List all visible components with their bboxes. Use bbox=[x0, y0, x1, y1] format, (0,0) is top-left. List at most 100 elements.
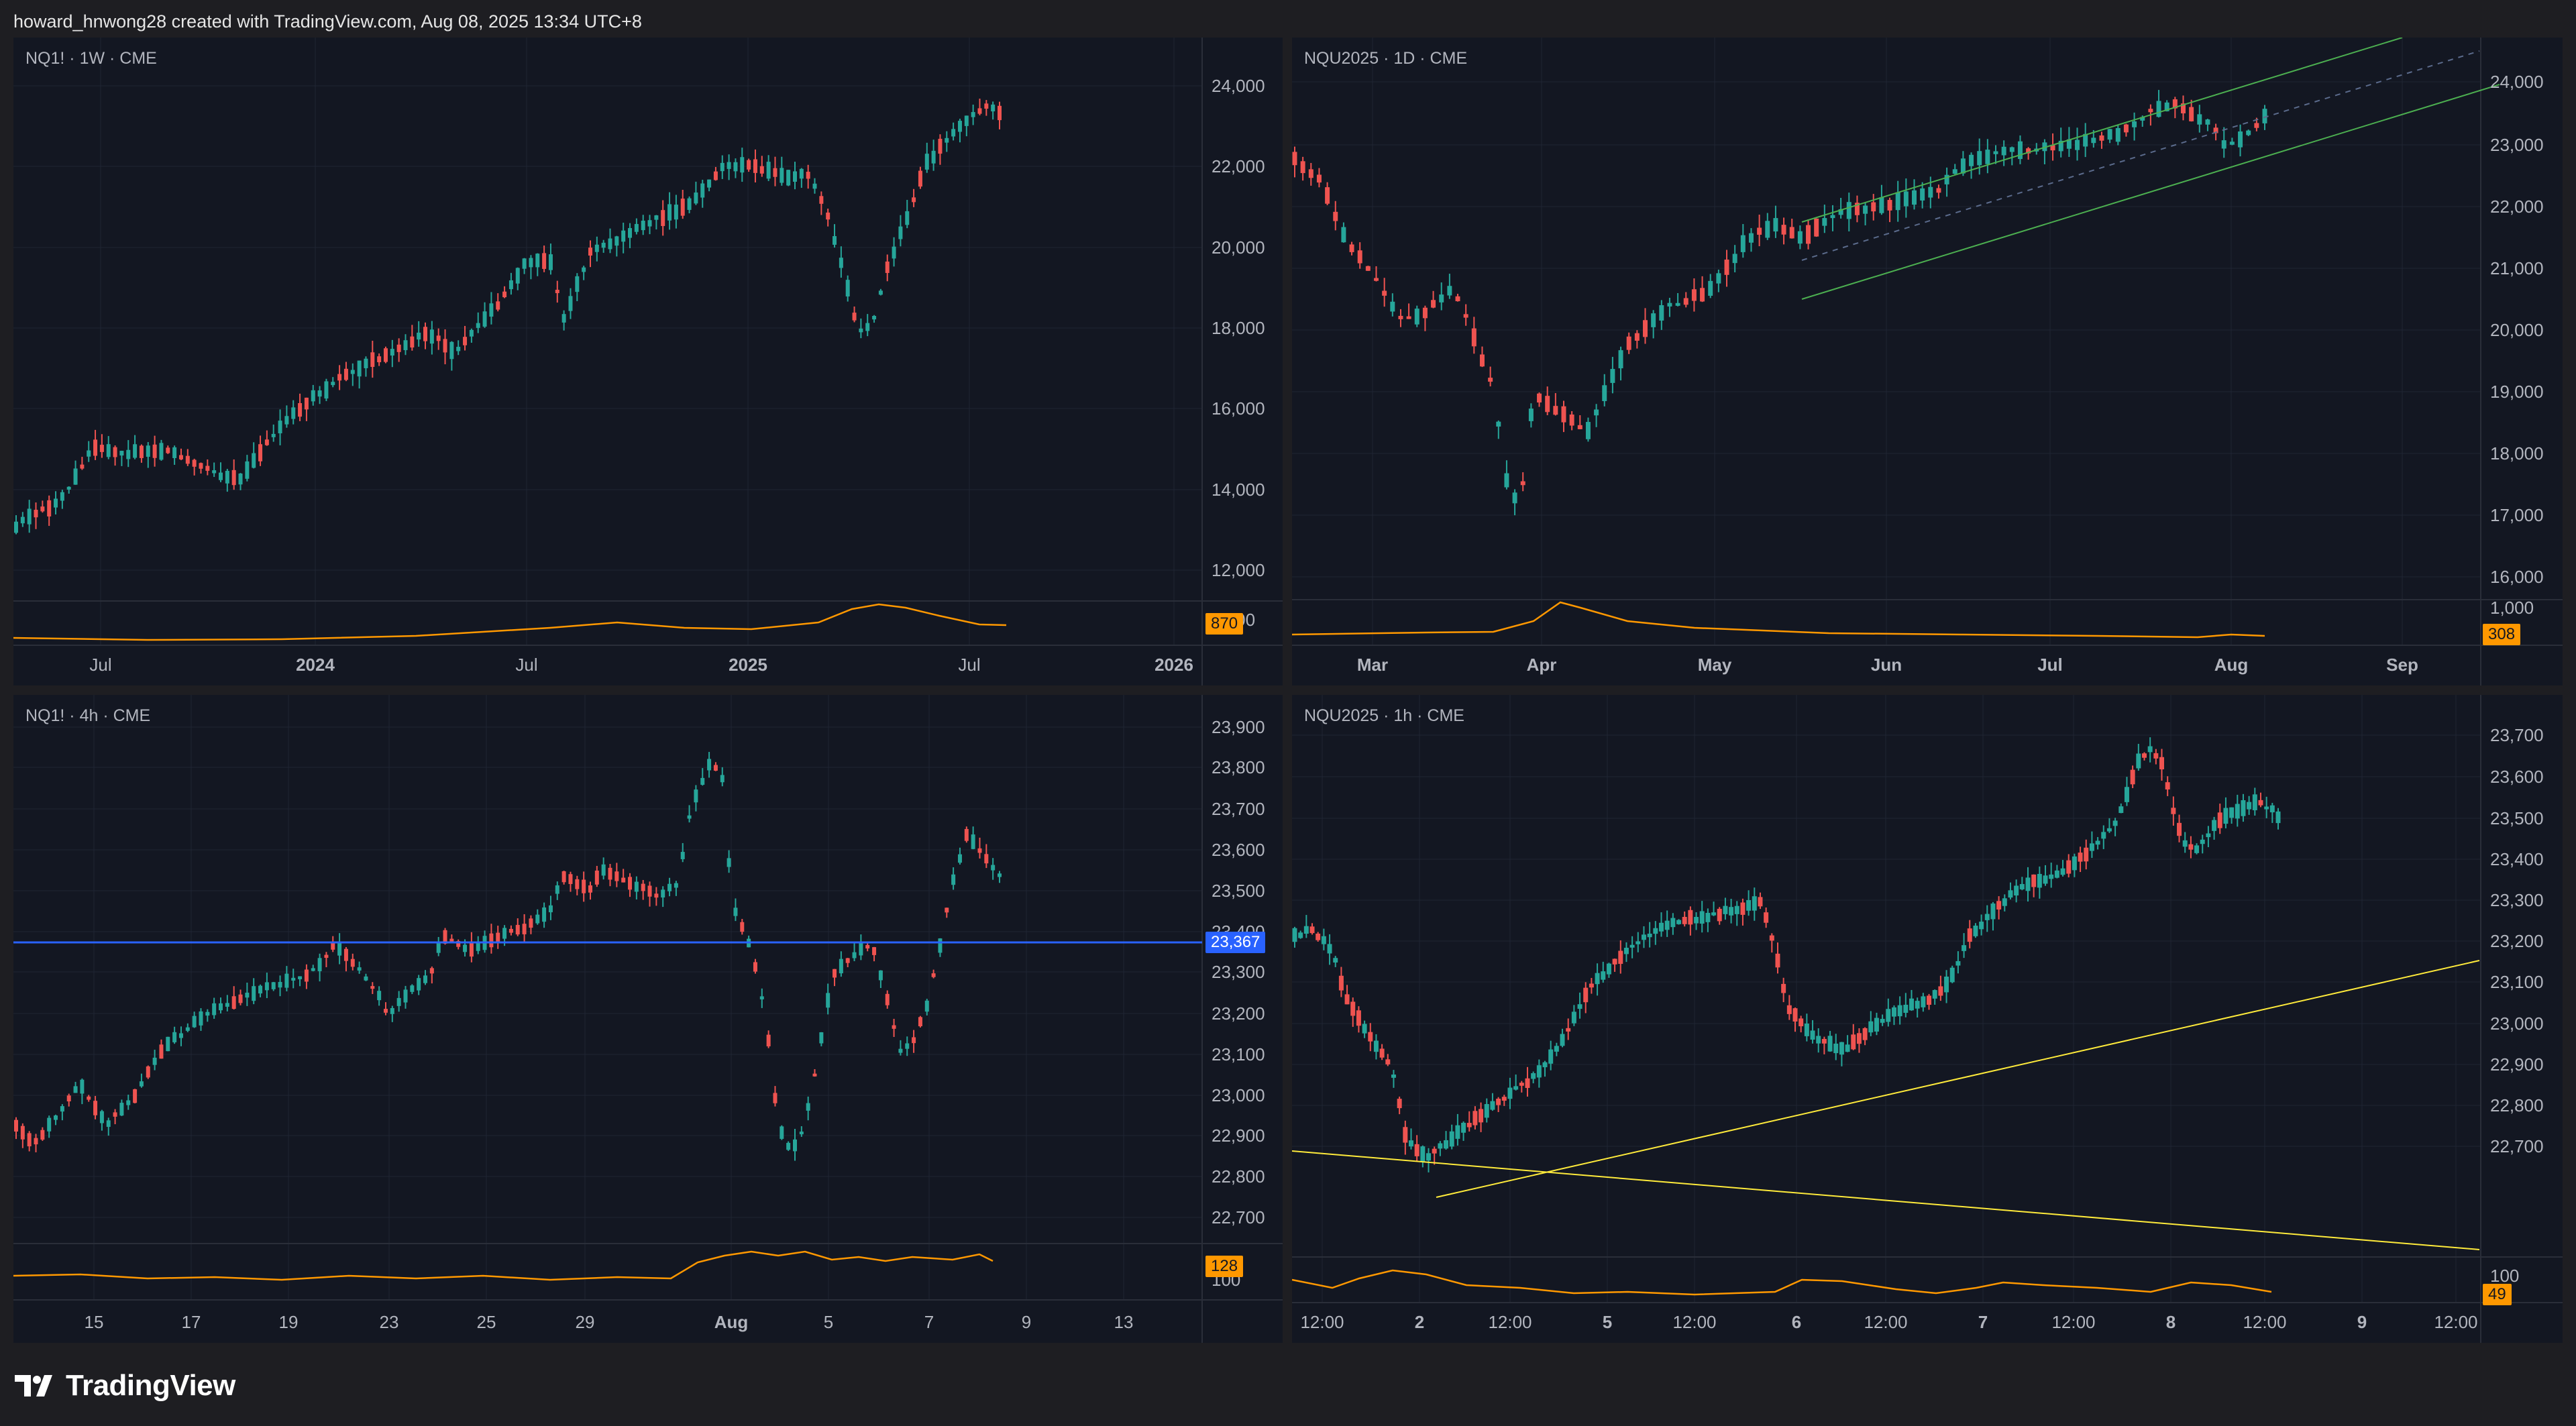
candle-body bbox=[133, 444, 138, 458]
chart-pane-nqu2025-1h[interactable]: 23,700 23,600 23,500 23,400 23,300 23,200 23,1… bbox=[1292, 695, 2563, 1343]
time-axis-label: 25 bbox=[477, 1312, 496, 1332]
candle-body bbox=[661, 889, 665, 898]
candle-body bbox=[27, 508, 32, 525]
candle-body bbox=[1629, 944, 1635, 948]
candle-body bbox=[1382, 290, 1387, 296]
candle-body bbox=[231, 996, 236, 1009]
candle-body bbox=[1561, 406, 1566, 423]
chart-canvas[interactable]: 23,90023,80023,70023,60023,50023,40023,3… bbox=[13, 695, 1283, 1343]
candle-body bbox=[2235, 804, 2240, 819]
candle-body bbox=[396, 997, 401, 1006]
chart-pane-nqu2025-daily[interactable]: 24,000 23,000 22,000 21,000 20,000 19,000 18,0… bbox=[1292, 38, 2563, 685]
candle-body bbox=[1488, 378, 1493, 382]
candle-body bbox=[185, 1027, 190, 1031]
candle-body bbox=[1595, 973, 1600, 985]
candle-body bbox=[2141, 753, 2147, 758]
candle-body bbox=[687, 815, 692, 819]
tradingview-logo[interactable]: TradingView bbox=[15, 1366, 235, 1406]
time-axis-label: 12:00 bbox=[2051, 1312, 2095, 1332]
time-axis-label: 15 bbox=[85, 1312, 104, 1332]
candle-body bbox=[535, 914, 540, 924]
candle-body bbox=[654, 893, 659, 898]
candle-body bbox=[133, 1089, 138, 1103]
candle-body bbox=[436, 335, 441, 341]
candle-body bbox=[1700, 288, 1705, 302]
candle-body bbox=[219, 1003, 223, 1011]
candle-body bbox=[258, 985, 263, 994]
candle-body bbox=[489, 933, 494, 948]
candle-body bbox=[812, 183, 817, 189]
candle-body bbox=[40, 506, 45, 512]
candle-body bbox=[2136, 753, 2141, 769]
candle-body bbox=[2238, 131, 2243, 148]
candle-body bbox=[27, 1133, 32, 1147]
price-axis-label: 23,500 bbox=[2490, 808, 2544, 828]
candle-body bbox=[2123, 124, 2129, 133]
candle-body bbox=[1602, 385, 1607, 402]
price-axis-label: 23,600 bbox=[1212, 840, 1265, 860]
candle-body bbox=[1936, 188, 1941, 193]
candle-body bbox=[377, 356, 382, 363]
candle-body bbox=[991, 104, 996, 112]
candle-body bbox=[892, 1025, 896, 1029]
candle-body bbox=[792, 1139, 797, 1152]
candle-body bbox=[1699, 911, 1705, 924]
candle-body bbox=[1955, 961, 1961, 966]
candle-body bbox=[212, 1003, 217, 1016]
candle-body bbox=[2124, 787, 2129, 802]
chart-pane-nq1-weekly[interactable]: 24,000 22,000 20,000 18,000 16,000 14,000 12,0… bbox=[13, 38, 1283, 685]
chart-canvas[interactable]: 24,000 22,000 20,000 18,000 16,000 14,000 12,0… bbox=[13, 38, 1283, 685]
candle-body bbox=[271, 982, 276, 989]
candle-body bbox=[324, 381, 329, 399]
candle-body bbox=[205, 465, 210, 471]
candle-body bbox=[759, 166, 764, 174]
candle-body bbox=[957, 854, 962, 863]
candle-body bbox=[1740, 235, 1746, 252]
candle-body bbox=[390, 349, 394, 356]
candle-body bbox=[364, 976, 368, 981]
candle-body bbox=[647, 220, 652, 227]
candle-body bbox=[1333, 958, 1338, 963]
candle-body bbox=[892, 246, 896, 259]
candle-body bbox=[740, 922, 745, 932]
candle-body bbox=[522, 924, 527, 934]
candle-body bbox=[317, 390, 322, 397]
symbol-label[interactable]: NQ1! · 1W · CME bbox=[25, 49, 157, 68]
candle-body bbox=[1682, 916, 1687, 924]
candle-body bbox=[423, 975, 428, 983]
candle-body bbox=[964, 828, 969, 841]
price-axis-label: 21,000 bbox=[2490, 258, 2544, 278]
time-axis-label: Jun bbox=[1871, 655, 1902, 675]
candle-body bbox=[152, 444, 157, 458]
symbol-label[interactable]: NQU2025 · 1D · CME bbox=[1304, 49, 1468, 68]
candle-body bbox=[350, 958, 355, 967]
candle-body bbox=[2002, 898, 2007, 906]
price-axis-label: 23,300 bbox=[2490, 890, 2544, 910]
candle-body bbox=[2246, 130, 2251, 135]
candle-body bbox=[469, 329, 474, 337]
candle-body bbox=[377, 991, 382, 1001]
symbol-label[interactable]: NQ1! · 4h · CME bbox=[25, 706, 151, 725]
candle-body bbox=[311, 390, 315, 402]
candle-body bbox=[47, 1117, 52, 1132]
candle-body bbox=[2247, 802, 2252, 810]
chart-pane-nq1-4h[interactable]: 23,90023,80023,70023,60023,50023,40023,3… bbox=[13, 695, 1283, 1343]
candle-body bbox=[291, 407, 296, 419]
candle-body bbox=[1949, 967, 1955, 983]
candle-body bbox=[1438, 1143, 1443, 1149]
symbol-label[interactable]: NQU2025 · 1h · CME bbox=[1304, 706, 1464, 725]
price-axis-label: 22,700 bbox=[2490, 1136, 2544, 1156]
candle-body bbox=[1601, 971, 1606, 980]
chart-canvas[interactable]: 24,000 23,000 22,000 21,000 20,000 19,000 18,0… bbox=[1292, 38, 2563, 685]
time-axis-label: 7 bbox=[1978, 1312, 1988, 1332]
candle-body bbox=[172, 447, 177, 458]
candle-body bbox=[2017, 141, 2023, 160]
candle-body bbox=[139, 1081, 144, 1087]
candle-body bbox=[1732, 254, 1737, 264]
chart-canvas[interactable]: 23,700 23,600 23,500 23,400 23,300 23,200 23,1… bbox=[1292, 695, 2563, 1343]
candle-body bbox=[1610, 369, 1615, 383]
candle-body bbox=[1973, 926, 1978, 936]
candle-body bbox=[417, 978, 421, 991]
candle-body bbox=[1993, 151, 1998, 154]
candle-body bbox=[2043, 875, 2048, 884]
